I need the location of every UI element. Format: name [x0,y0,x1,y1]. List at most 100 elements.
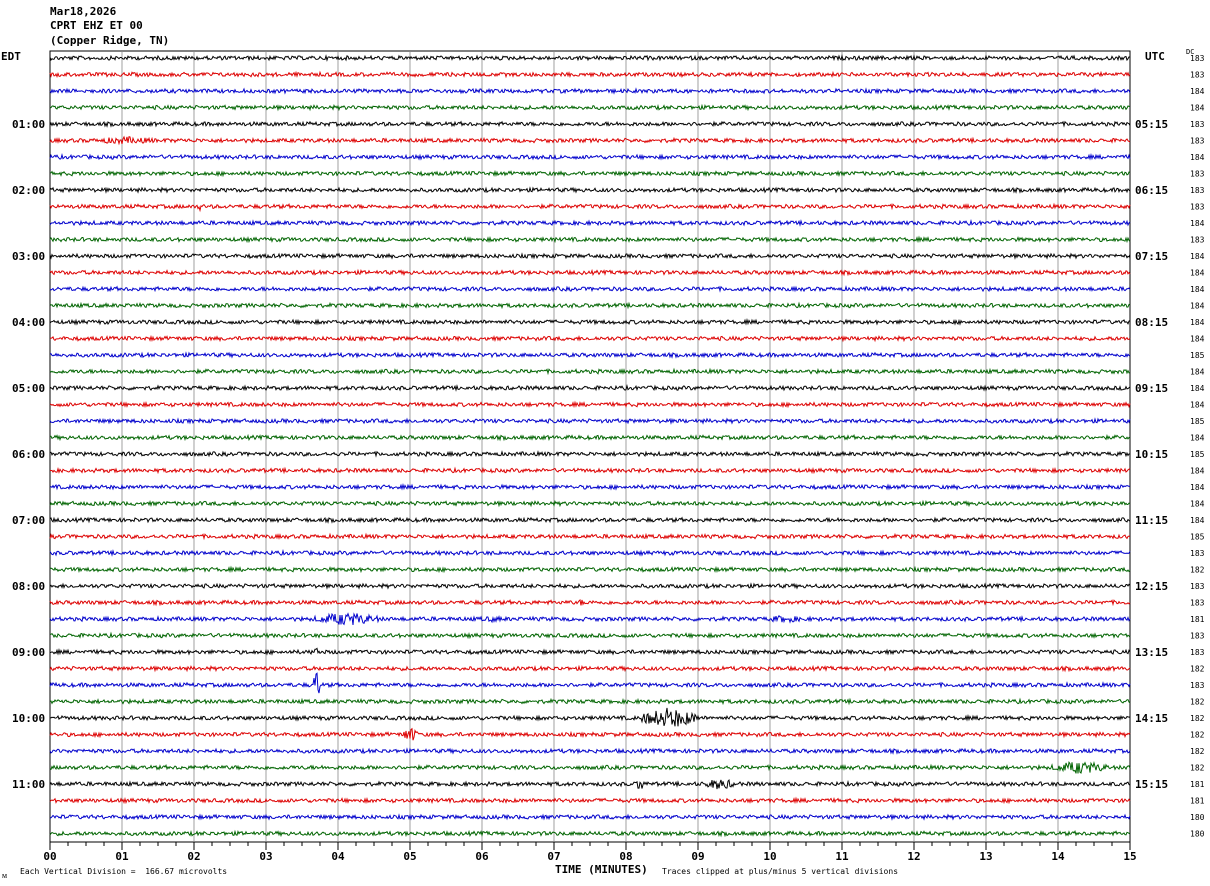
dc-offset-label: 182 [1190,731,1205,740]
dc-offset-label: 184 [1190,87,1205,96]
utc-hour-label: 06:15 [1135,184,1168,197]
seismic-trace [49,450,1131,458]
dc-offset-label: 184 [1190,434,1205,443]
seismic-trace [49,87,1131,95]
seismic-trace [49,235,1131,244]
dc-offset-label: 180 [1190,813,1205,822]
seismic-trace [49,120,1131,128]
seismic-trace [49,482,1131,491]
seismic-trace [49,367,1130,376]
seismic-trace [49,612,1131,626]
x-tick-label: 00 [43,850,56,863]
dc-offset-label: 183 [1190,71,1205,80]
edt-hour-label: 09:00 [12,646,45,659]
seismic-trace [49,727,1131,741]
dc-offset-label: 184 [1190,483,1205,492]
x-tick-label: 15 [1123,850,1136,863]
seismic-trace [49,778,1131,790]
x-tick-label: 01 [115,850,129,863]
edt-hour-label: 02:00 [12,184,45,197]
seismic-trace [50,351,1131,359]
x-tick-label: 08 [619,850,632,863]
seismic-trace [49,103,1131,112]
seismic-trace [49,285,1131,293]
logo-icon: ᴍ [2,871,8,880]
dc-offset-label: 183 [1190,599,1205,608]
utc-hour-label: 12:15 [1135,580,1168,593]
dc-offset-label: 184 [1190,104,1205,113]
x-tick-label: 04 [331,850,345,863]
x-axis-title: TIME (MINUTES) [555,863,648,876]
utc-hour-label: 13:15 [1135,646,1168,659]
dc-offset-label: 181 [1190,797,1205,806]
left-timezone-label: EDT [1,50,21,63]
seismic-trace [49,598,1131,607]
seismic-trace [49,400,1131,409]
dc-offset-label: 182 [1190,698,1205,707]
seismic-trace [49,417,1131,425]
helicorder-date: Mar18,2026 [50,5,117,18]
seismic-trace [49,647,1131,656]
x-tick-label: 13 [979,850,992,863]
x-tick-label: 05 [403,850,416,863]
dc-offset-label: 184 [1190,219,1205,228]
dc-offset-label: 185 [1190,450,1205,459]
seismic-trace [49,582,1131,590]
dc-offset-label: 182 [1190,566,1205,575]
seismic-trace [50,631,1131,640]
dc-offset-label: 182 [1190,714,1205,723]
seismic-trace [50,334,1131,343]
dc-offset-label: 184 [1190,368,1205,377]
seismic-trace [49,499,1131,508]
seismic-trace [49,252,1131,260]
station-code: CPRT EHZ ET 00 [50,19,143,32]
seismic-trace [49,516,1131,524]
dc-offset-label: 184 [1190,401,1205,410]
right-timezone-label: UTC [1145,50,1165,63]
dc-offset-label: 184 [1190,153,1205,162]
seismic-trace [50,169,1131,178]
seismic-trace [49,135,1131,146]
edt-hour-label: 01:00 [12,118,45,131]
seismic-trace [49,218,1131,227]
dc-offset-label: 183 [1190,186,1205,195]
dc-offset-label: 180 [1190,830,1205,839]
utc-hour-label: 07:15 [1135,250,1168,263]
utc-hour-label: 10:15 [1135,448,1168,461]
seismic-trace [49,383,1131,392]
dc-offset-label: 182 [1190,764,1205,773]
seismic-trace [49,548,1131,557]
seismic-trace [49,152,1131,161]
seismic-trace [49,202,1131,213]
utc-hour-label: 14:15 [1135,712,1168,725]
dc-offset-label: 184 [1190,252,1205,261]
dc-offset-label: 184 [1190,269,1205,278]
seismic-trace [49,664,1131,673]
utc-hour-label: 05:15 [1135,118,1168,131]
seismic-trace [49,70,1131,79]
dc-offset-label: 183 [1190,648,1205,657]
dc-offset-label: 183 [1190,203,1205,212]
dc-offset-label: 184 [1190,318,1205,327]
seismic-trace [49,697,1131,706]
dc-offset-label: 183 [1190,549,1205,558]
dc-offset-title: DC [1186,48,1195,56]
x-tick-label: 07 [547,850,560,863]
edt-hour-label: 11:00 [12,778,45,791]
x-tick-label: 14 [1051,850,1065,863]
x-tick-label: 02 [187,850,200,863]
dc-offset-label: 184 [1190,467,1205,476]
dc-offset-label: 183 [1190,582,1205,591]
dc-offset-label: 181 [1190,615,1205,624]
x-tick-label: 11 [835,850,849,863]
edt-hour-label: 07:00 [12,514,45,527]
dc-offset-label: 184 [1190,516,1205,525]
dc-offset-label: 183 [1190,170,1205,179]
seismic-trace [50,433,1131,442]
dc-offset-label: 183 [1190,137,1205,146]
dc-offset-label: 185 [1190,533,1205,542]
seismic-trace [49,796,1131,805]
edt-hour-label: 04:00 [12,316,45,329]
station-location: (Copper Ridge, TN) [50,34,170,47]
